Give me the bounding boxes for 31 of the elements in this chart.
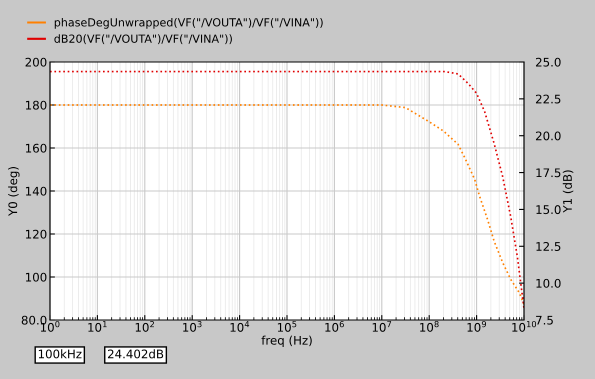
legend-label: dB20(VF("/VOUTA")/VF("/VINA")) [54,34,232,44]
y2-tick-label: 22.5 [536,94,560,104]
x-tick-label: 10$^{4}$ [230,321,250,332]
y-tick-label: 180 [26,100,46,110]
x-axis-title: freq (Hz) [262,336,312,348]
y2-tick-label: 10.0 [536,278,561,288]
y2-tick-label: 7.5 [536,316,553,325]
y2-tick-label: 20.0 [536,131,561,140]
x-tick-label: 10$^{1}$ [88,321,107,332]
text: 100kHz [38,349,82,358]
y2-tick-label: 12.5 [536,242,560,251]
y2-tick-label: 15.0 [536,205,561,214]
y-tick-label: 160 [26,144,46,153]
y2-tick-label: 17.5 [536,168,560,178]
y2-axis-title: Y1 (dB) [562,170,574,213]
x-tick-label: 10$^{7}$ [372,321,392,332]
text: 24.402dB [108,349,164,358]
y-tick-label: 120 [26,230,46,239]
x-tick-label: 10$^{8}$ [420,321,439,332]
legend-label: phaseDegUnwrapped(VF("/VOUTA")/VF("/VINA")) [54,18,323,29]
x-tick-label: 10$^{9}$ [468,321,486,332]
y-tick-label: 140 [26,186,46,196]
x-tick-label: 10$^{2}$ [136,321,154,332]
x-tick-label: 10$^{10}$ [512,321,536,332]
y-tick-label: 100 [26,272,46,282]
x-tick-label: 10$^{6}$ [325,321,344,332]
x-tick-label: 10$^{3}$ [183,321,202,332]
x-tick-label: 10$^{5}$ [278,321,296,332]
y2-tick-label: 25.0 [536,58,561,67]
y-axis-title: Y0 (deg) [8,167,20,216]
y-tick-label: 200 [26,58,46,67]
